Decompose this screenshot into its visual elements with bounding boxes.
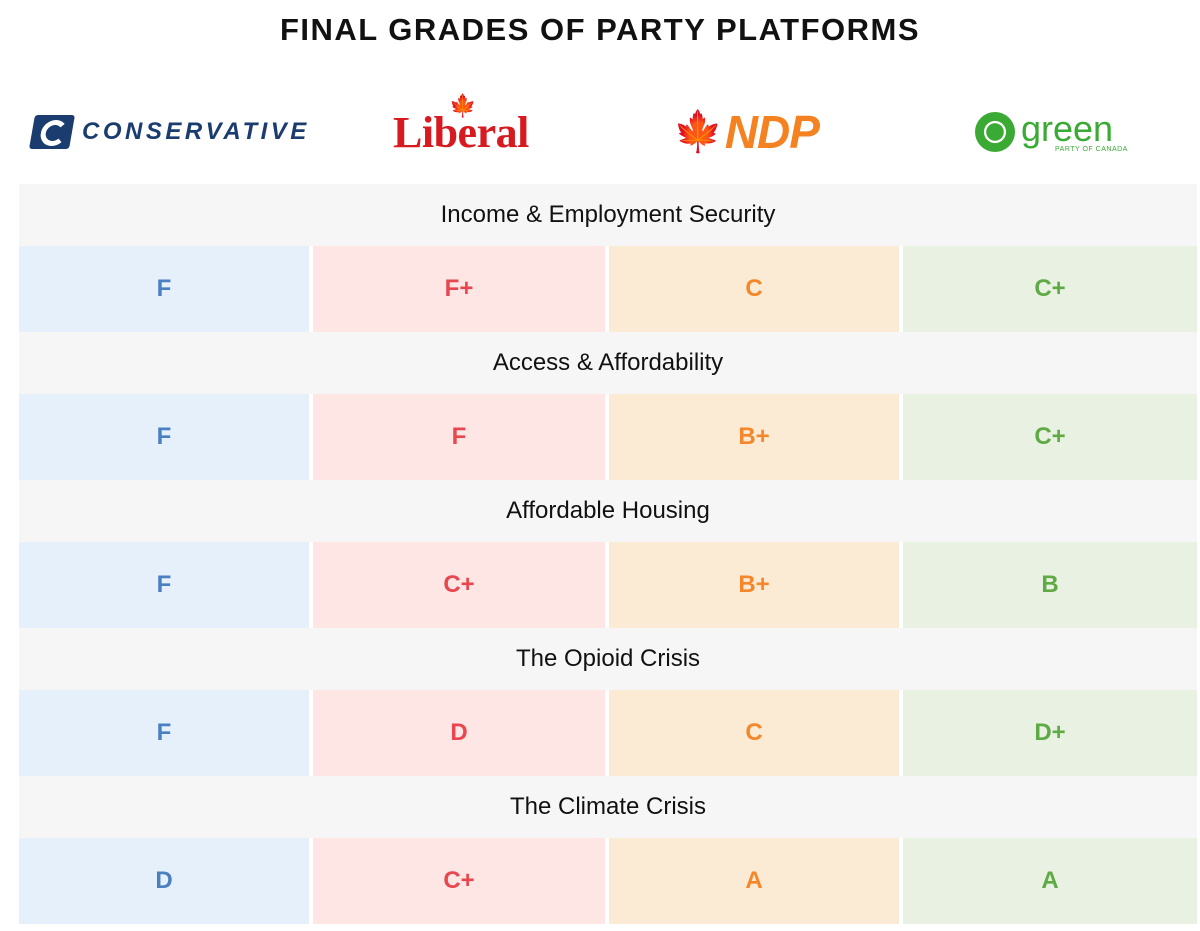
party-logos: CONSERVATIVE 🍁 Liberal 🍁 NDP green PARTY…: [19, 86, 1197, 178]
flower-icon: [975, 112, 1015, 152]
category-row: Access & Affordability: [19, 332, 1197, 394]
grade-cell-liberal: F: [313, 394, 605, 480]
maple-leaf-icon: 🍁: [449, 92, 477, 118]
ndp-logo: 🍁 NDP: [673, 86, 820, 178]
grade-cell-liberal: C+: [313, 542, 605, 628]
grade-cell-ndp: C: [609, 690, 899, 776]
grade-row: F D C D+: [19, 690, 1197, 776]
chart-title: FINAL GRADES OF PARTY PLATFORMS: [279, 12, 921, 47]
grade-cell-conservative: F: [19, 246, 309, 332]
conservative-logo-text: CONSERVATIVE: [82, 118, 310, 145]
grade-cell-green: A: [903, 838, 1197, 924]
category-row: Income & Employment Security: [19, 184, 1197, 246]
green-logo-subtext: PARTY OF CANADA: [1055, 145, 1128, 153]
category-row: The Opioid Crisis: [19, 628, 1197, 690]
grade-cell-green: C+: [903, 246, 1197, 332]
green-logo-text: green: [1021, 107, 1114, 149]
grade-cell-ndp: A: [609, 838, 899, 924]
liberal-logo: 🍁 Liberal: [393, 86, 529, 178]
category-row: Affordable Housing: [19, 480, 1197, 542]
liberal-logo-text: Liberal: [393, 107, 529, 157]
grade-cell-conservative: F: [19, 394, 309, 480]
grades-table: Income & Employment Security F F+ C C+ Access…: [19, 184, 1197, 924]
ndp-logo-text: NDP: [724, 106, 820, 158]
conservative-c-icon: [29, 115, 75, 149]
grade-cell-ndp: B+: [609, 394, 899, 480]
green-logo: green PARTY OF CANADA: [975, 86, 1128, 178]
grade-cell-conservative: F: [19, 542, 309, 628]
grade-cell-conservative: D: [19, 838, 309, 924]
grade-row: D C+ A A: [19, 838, 1197, 924]
grade-cell-green: C+: [903, 394, 1197, 480]
grade-cell-liberal: F+: [313, 246, 605, 332]
grade-cell-green: D+: [903, 690, 1197, 776]
grade-cell-green: B: [903, 542, 1197, 628]
grade-cell-ndp: B+: [609, 542, 899, 628]
grade-cell-liberal: C+: [313, 838, 605, 924]
grade-row: F F+ C C+: [19, 246, 1197, 332]
grade-cell-conservative: F: [19, 690, 309, 776]
grade-row: F C+ B+ B: [19, 542, 1197, 628]
conservative-logo: CONSERVATIVE: [29, 86, 310, 178]
grade-cell-liberal: D: [313, 690, 605, 776]
category-row: The Climate Crisis: [19, 776, 1197, 838]
grade-cell-ndp: C: [609, 246, 899, 332]
maple-leaf-icon: 🍁: [673, 110, 723, 154]
grade-row: F F B+ C+: [19, 394, 1197, 480]
